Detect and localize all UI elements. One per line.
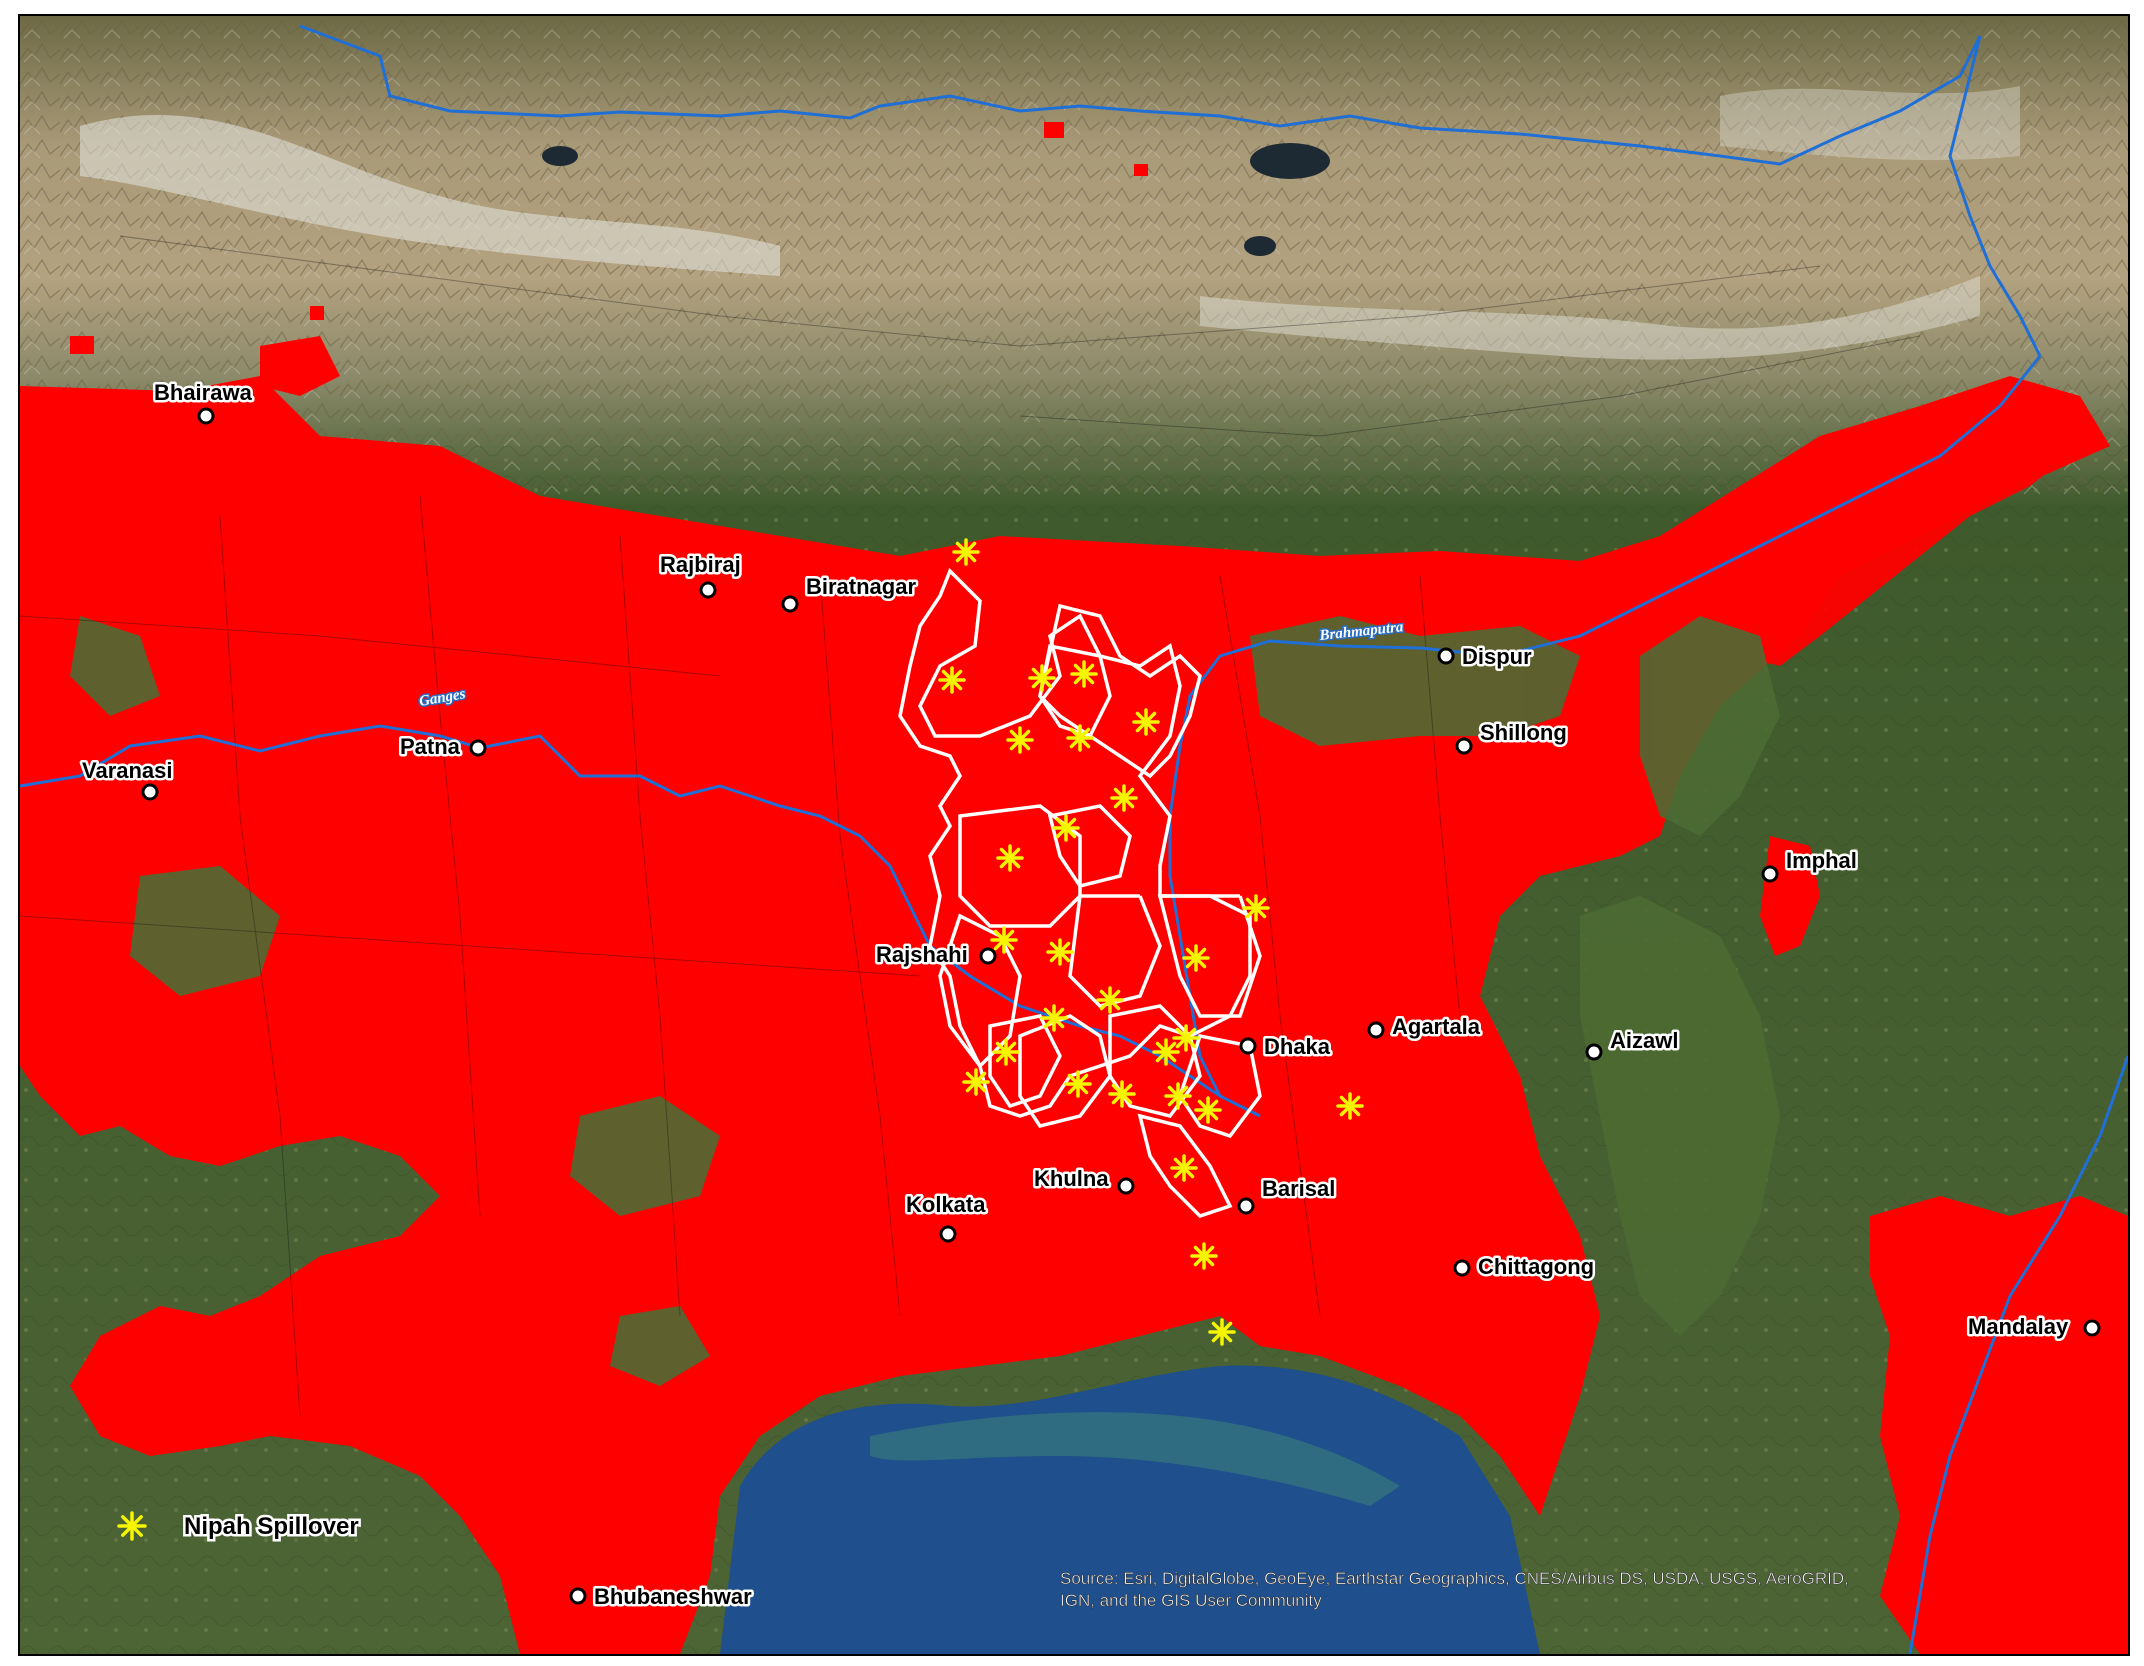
lake [1244, 236, 1276, 256]
lake [1250, 143, 1330, 179]
spillover-star-icon[interactable] [1164, 1082, 1192, 1110]
spillover-star-icon[interactable] [1108, 1080, 1136, 1108]
city-marker[interactable]: Rajbiraj [658, 550, 743, 599]
spillover-star-icon[interactable] [938, 666, 966, 694]
spillover-star-icon[interactable] [1208, 1318, 1236, 1346]
spillover-star-icon[interactable] [1066, 724, 1094, 752]
spillover-star-icon[interactable] [1006, 726, 1034, 754]
attribution: Source: Esri, DigitalGlobe, GeoEye, Eart… [1060, 1569, 1850, 1611]
city-marker[interactable]: Aizawl [1585, 1026, 1681, 1061]
international-boundary [1948, 35, 2042, 357]
spillover-layer [938, 538, 1364, 1346]
spillover-star-icon[interactable] [1194, 1096, 1222, 1124]
city-marker[interactable]: Dispur [1437, 642, 1535, 672]
city-marker[interactable]: Biratnagar [781, 572, 919, 613]
svg-text:Biratnagar: Biratnagar [806, 574, 916, 599]
spillover-star-icon[interactable] [1182, 944, 1210, 972]
svg-text:Bhubaneshwar: Bhubaneshwar [594, 1584, 752, 1609]
city-marker[interactable]: Chittagong [1453, 1252, 1597, 1282]
spillover-star-icon[interactable] [1336, 1092, 1364, 1120]
ganges-river [20, 724, 1261, 1118]
svg-text:Bhairawa: Bhairawa [154, 380, 253, 405]
spillover-star-icon[interactable] [990, 926, 1018, 954]
city-marker[interactable]: Shillong [1455, 718, 1569, 755]
map-frame[interactable]: Bhairawa Rajbiraj Biratnagar Dispur Shil… [18, 14, 2130, 1656]
svg-text:Shillong: Shillong [1480, 720, 1567, 745]
spillover-star-icon[interactable] [952, 538, 980, 566]
city-marker[interactable]: Mandalay [1966, 1312, 2101, 1342]
spillover-star-icon[interactable] [1046, 938, 1074, 966]
spillover-star-icon[interactable] [1096, 986, 1124, 1014]
city-marker[interactable]: Dhaka [1239, 1032, 1333, 1062]
spillover-star-icon[interactable] [996, 844, 1024, 872]
spillover-star-icon[interactable] [117, 1511, 147, 1541]
snow-cap [80, 115, 780, 276]
city-marker[interactable]: Agartala [1367, 1012, 1483, 1042]
cities: Bhairawa Rajbiraj Biratnagar Dispur Shil… [80, 378, 2101, 1612]
svg-text:Dhaka: Dhaka [1264, 1034, 1331, 1059]
svg-text:Patna: Patna [400, 734, 461, 759]
city-marker[interactable]: Khulna [1032, 1164, 1135, 1195]
svg-text:Mandalay: Mandalay [1968, 1314, 2069, 1339]
legend-label: Nipah Spillover [184, 1513, 359, 1540]
spillover-star-icon[interactable] [1064, 1070, 1092, 1098]
suitability-region [20, 122, 2128, 1654]
map-canvas[interactable]: Bhairawa Rajbiraj Biratnagar Dispur Shil… [20, 16, 2128, 1654]
himalaya-texture [20, 16, 2128, 496]
spillover-star-icon[interactable] [1172, 1024, 1200, 1052]
city-marker[interactable]: Bhairawa [152, 378, 255, 425]
spillover-star-icon[interactable] [1052, 814, 1080, 842]
spillover-star-icon[interactable] [1040, 1004, 1068, 1032]
city-marker[interactable]: Kolkata [904, 1190, 989, 1243]
city-marker[interactable]: Varanasi [80, 756, 175, 801]
lake [542, 146, 578, 166]
city-marker[interactable]: Patna [398, 732, 487, 762]
svg-text:Khulna: Khulna [1034, 1166, 1109, 1191]
svg-text:Rajshahi: Rajshahi [876, 942, 968, 967]
spillover-star-icon[interactable] [1170, 1154, 1198, 1182]
spillover-star-icon[interactable] [1110, 784, 1138, 812]
asterisk-star-icon [117, 1511, 147, 1541]
city-marker[interactable]: Barisal [1237, 1174, 1338, 1215]
attribution-line-2: IGN, and the GIS User Community [1060, 1591, 1322, 1610]
spillover-star-icon[interactable] [1242, 894, 1270, 922]
irrawaddy-river [1908, 1055, 2128, 1654]
svg-text:Imphal: Imphal [1786, 848, 1857, 873]
legend: Nipah Spillover [117, 1511, 361, 1543]
svg-text:Agartala: Agartala [1392, 1014, 1481, 1039]
spillover-star-icon[interactable] [1028, 664, 1056, 692]
spillover-star-icon[interactable] [1070, 660, 1098, 688]
spillover-star-icon[interactable] [992, 1038, 1020, 1066]
city-marker[interactable]: Rajshahi [874, 940, 997, 970]
city-marker[interactable]: Imphal [1761, 846, 1859, 883]
attribution-line-1: Source: Esri, DigitalGlobe, GeoEye, Eart… [1060, 1569, 1849, 1588]
svg-text:Kolkata: Kolkata [906, 1192, 986, 1217]
svg-text:Aizawl: Aizawl [1610, 1028, 1678, 1053]
district-boundaries [20, 235, 1921, 1417]
shallow-water [870, 1412, 1400, 1506]
svg-text:Varanasi: Varanasi [82, 758, 173, 783]
non-suitable-patches [70, 616, 1780, 1386]
brahmaputra-river [1168, 355, 2042, 1097]
svg-text:Barisal: Barisal [1262, 1176, 1335, 1201]
international-boundary [299, 24, 1982, 166]
svg-text:Chittagong: Chittagong [1478, 1254, 1594, 1279]
snow-cap [1200, 276, 1980, 360]
svg-text:Dispur: Dispur [1462, 644, 1532, 669]
spillover-star-icon[interactable] [1152, 1038, 1180, 1066]
spillover-star-icon[interactable] [1132, 708, 1160, 736]
city-marker[interactable]: Bhubaneshwar [569, 1582, 755, 1612]
spillover-star-icon[interactable] [962, 1068, 990, 1096]
svg-text:Rajbiraj: Rajbiraj [660, 552, 741, 577]
spillover-star-icon[interactable] [1190, 1242, 1218, 1270]
